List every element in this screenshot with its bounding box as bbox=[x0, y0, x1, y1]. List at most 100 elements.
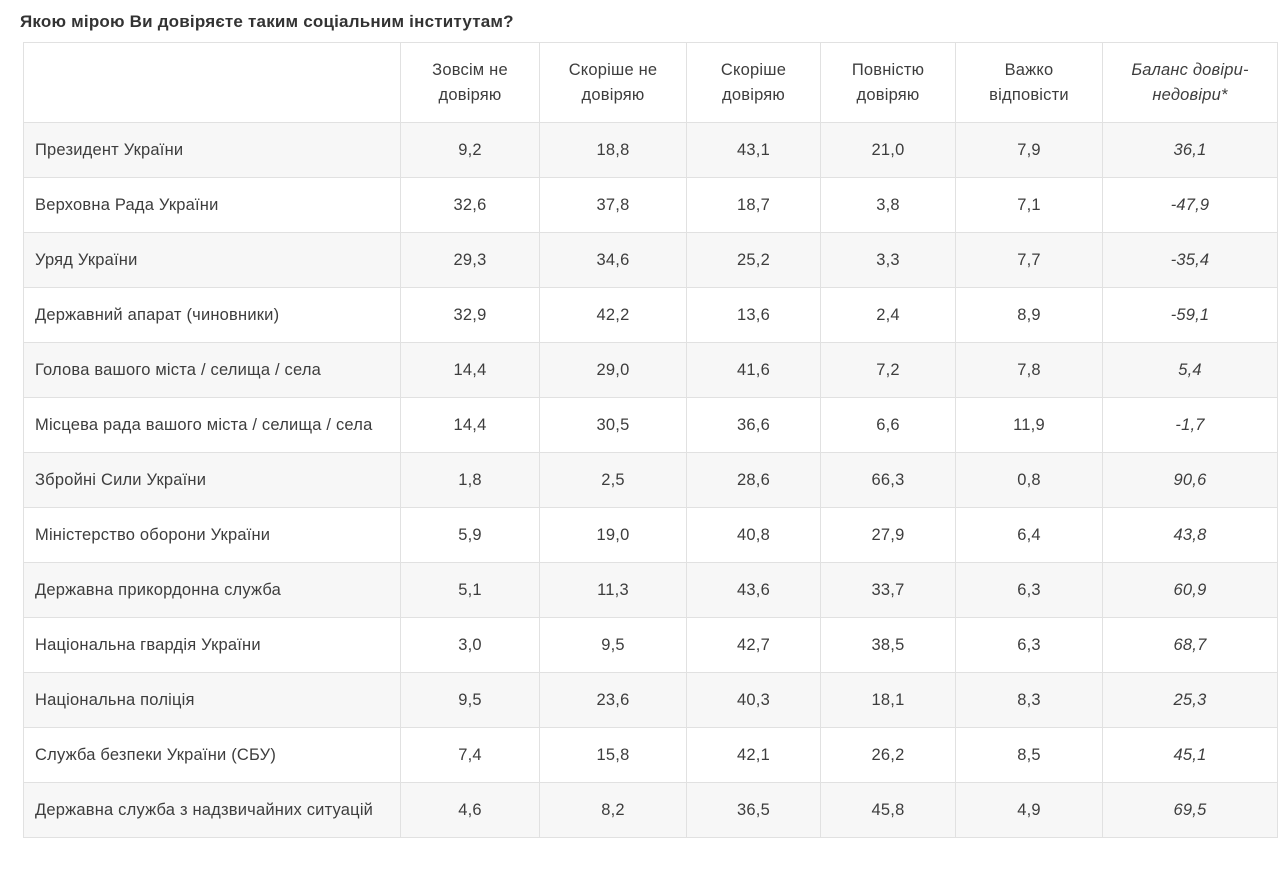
value-cell: 4,9 bbox=[955, 782, 1103, 838]
value-cell: 18,7 bbox=[686, 177, 821, 233]
value-cell: 6,4 bbox=[955, 507, 1103, 563]
table-row: Національна гвардія України 3,0 9,5 42,7 38,… bbox=[23, 617, 1278, 673]
value-cell: 45,8 bbox=[820, 782, 956, 838]
value-cell: 7,4 bbox=[400, 727, 540, 783]
value-cell: 8,9 bbox=[955, 287, 1103, 343]
table-row: Збройні Сили України 1,8 2,5 28,6 66,3 0,8 90,… bbox=[23, 452, 1278, 508]
table-row: Місцева рада вашого міста / селища / сел… bbox=[23, 397, 1278, 453]
value-cell: 14,4 bbox=[400, 397, 540, 453]
value-cell: 9,5 bbox=[400, 672, 540, 728]
row-label: Верховна Рада України bbox=[23, 177, 401, 233]
value-cell: 21,0 bbox=[820, 122, 956, 178]
value-cell: 7,2 bbox=[820, 342, 956, 398]
page-title: Якою мірою Ви довіряєте таким соціальним… bbox=[20, 12, 514, 31]
empty-header-cell bbox=[23, 42, 401, 123]
value-cell: 3,3 bbox=[820, 232, 956, 288]
balance-value-cell: 43,8 bbox=[1102, 507, 1278, 563]
value-cell: 42,1 bbox=[686, 727, 821, 783]
row-label: Президент України bbox=[23, 122, 401, 178]
table-row: Служба безпеки України (СБУ) 7,4 15,8 42,1 2… bbox=[23, 727, 1278, 783]
value-cell: 42,7 bbox=[686, 617, 821, 673]
row-label: Місцева рада вашого міста / селища / сел… bbox=[23, 397, 401, 453]
value-cell: 28,6 bbox=[686, 452, 821, 508]
balance-value-cell: 69,5 bbox=[1102, 782, 1278, 838]
value-cell: 9,2 bbox=[400, 122, 540, 178]
value-cell: 2,5 bbox=[539, 452, 687, 508]
value-cell: 36,6 bbox=[686, 397, 821, 453]
value-cell: 8,5 bbox=[955, 727, 1103, 783]
value-cell: 9,5 bbox=[539, 617, 687, 673]
balance-value-cell: 36,1 bbox=[1102, 122, 1278, 178]
balance-value-cell: 68,7 bbox=[1102, 617, 1278, 673]
value-cell: 4,6 bbox=[400, 782, 540, 838]
value-cell: 29,0 bbox=[539, 342, 687, 398]
value-cell: 19,0 bbox=[539, 507, 687, 563]
value-cell: 33,7 bbox=[820, 562, 956, 618]
value-cell: 18,8 bbox=[539, 122, 687, 178]
row-label: Державний апарат (чиновники) bbox=[23, 287, 401, 343]
balance-value-cell: 25,3 bbox=[1102, 672, 1278, 728]
column-header-hard-to-answer: Важко відповісти bbox=[955, 42, 1103, 123]
value-cell: 3,8 bbox=[820, 177, 956, 233]
row-label: Національна поліція bbox=[23, 672, 401, 728]
table-body: Президент України 9,2 18,8 43,1 21,0 7,9 36,1 В… bbox=[23, 122, 1278, 838]
column-header-full-trust: Повністю довіряю bbox=[820, 42, 956, 123]
table-row: Президент України 9,2 18,8 43,1 21,0 7,9 36,1 bbox=[23, 122, 1278, 178]
column-header-rather-trust: Скоріше довіряю bbox=[686, 42, 821, 123]
row-label: Міністерство оборони України bbox=[23, 507, 401, 563]
balance-value-cell: -47,9 bbox=[1102, 177, 1278, 233]
balance-value-cell: 45,1 bbox=[1102, 727, 1278, 783]
value-cell: 5,1 bbox=[400, 562, 540, 618]
value-cell: 5,9 bbox=[400, 507, 540, 563]
value-cell: 40,8 bbox=[686, 507, 821, 563]
header-row: Зовсім не довіряю Скоріше не довіряю Ско… bbox=[23, 42, 1278, 123]
table-row: Верховна Рада України 32,6 37,8 18,7 3,8 7,1-… bbox=[23, 177, 1278, 233]
table-row: Державна служба з надзвичайних ситуацій 4… bbox=[23, 782, 1278, 838]
value-cell: 40,3 bbox=[686, 672, 821, 728]
value-cell: 38,5 bbox=[820, 617, 956, 673]
value-cell: 29,3 bbox=[400, 232, 540, 288]
value-cell: 32,9 bbox=[400, 287, 540, 343]
value-cell: 7,9 bbox=[955, 122, 1103, 178]
value-cell: 7,1 bbox=[955, 177, 1103, 233]
row-label: Державна прикордонна служба bbox=[23, 562, 401, 618]
table-row: Національна поліція 9,5 23,6 40,3 18,1 8,3 25,… bbox=[23, 672, 1278, 728]
value-cell: 34,6 bbox=[539, 232, 687, 288]
value-cell: 8,2 bbox=[539, 782, 687, 838]
row-label: Національна гвардія України bbox=[23, 617, 401, 673]
table-row: Уряд України 29,3 34,6 25,2 3,3 7,7 -35,4 bbox=[23, 232, 1278, 288]
table-header: Зовсім не довіряю Скоріше не довіряю Ско… bbox=[23, 42, 1278, 123]
value-cell: 7,8 bbox=[955, 342, 1103, 398]
value-cell: 1,8 bbox=[400, 452, 540, 508]
value-cell: 6,6 bbox=[820, 397, 956, 453]
value-cell: 37,8 bbox=[539, 177, 687, 233]
value-cell: 27,9 bbox=[820, 507, 956, 563]
balance-value-cell: 90,6 bbox=[1102, 452, 1278, 508]
row-label: Голова вашого міста / селища / села bbox=[23, 342, 401, 398]
table-row: Голова вашого міста / селища / села 14,4 2… bbox=[23, 342, 1278, 398]
value-cell: 43,1 bbox=[686, 122, 821, 178]
balance-value-cell: -1,7 bbox=[1102, 397, 1278, 453]
value-cell: 6,3 bbox=[955, 562, 1103, 618]
table-row: Державний апарат (чиновники) 32,9 42,2 13,6… bbox=[23, 287, 1278, 343]
column-header-no-trust-at-all: Зовсім не довіряю bbox=[400, 42, 540, 123]
value-cell: 25,2 bbox=[686, 232, 821, 288]
value-cell: 2,4 bbox=[820, 287, 956, 343]
value-cell: 42,2 bbox=[539, 287, 687, 343]
value-cell: 30,5 bbox=[539, 397, 687, 453]
value-cell: 18,1 bbox=[820, 672, 956, 728]
value-cell: 26,2 bbox=[820, 727, 956, 783]
value-cell: 13,6 bbox=[686, 287, 821, 343]
row-label: Служба безпеки України (СБУ) bbox=[23, 727, 401, 783]
value-cell: 11,3 bbox=[539, 562, 687, 618]
table-row: Міністерство оборони України 5,9 19,0 40,8 2… bbox=[23, 507, 1278, 563]
balance-value-cell: 60,9 bbox=[1102, 562, 1278, 618]
column-header-trust-balance: Баланс довіри-недовіри* bbox=[1102, 42, 1278, 123]
balance-value-cell: -35,4 bbox=[1102, 232, 1278, 288]
value-cell: 15,8 bbox=[539, 727, 687, 783]
value-cell: 11,9 bbox=[955, 397, 1103, 453]
table-row: Державна прикордонна служба 5,1 11,3 43,6 33… bbox=[23, 562, 1278, 618]
value-cell: 14,4 bbox=[400, 342, 540, 398]
value-cell: 8,3 bbox=[955, 672, 1103, 728]
value-cell: 43,6 bbox=[686, 562, 821, 618]
